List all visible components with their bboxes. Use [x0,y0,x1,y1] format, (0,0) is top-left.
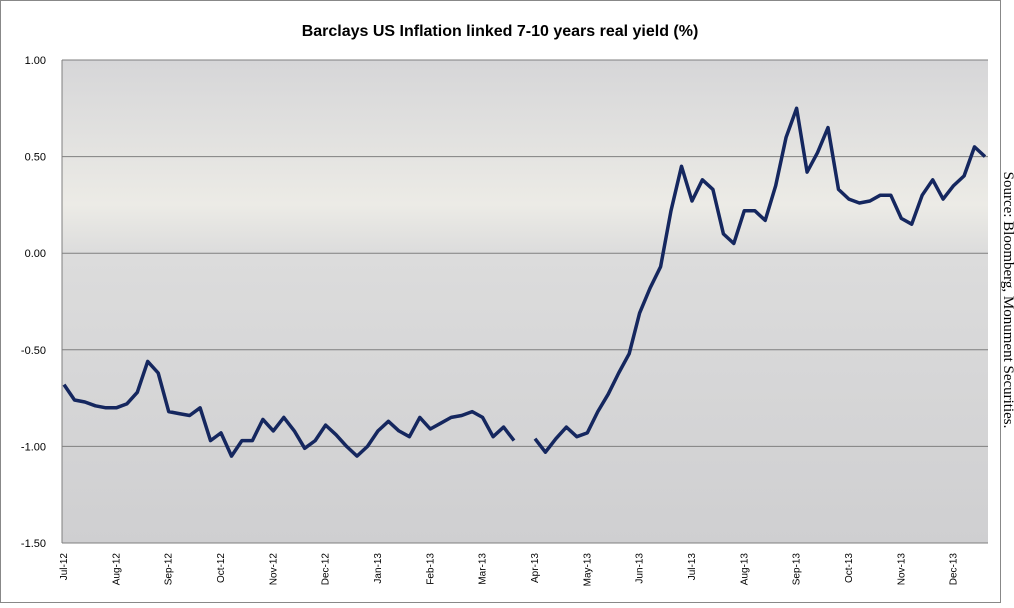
x-tick-label: Aug-12 [111,553,122,586]
x-tick-label: Sep-13 [792,553,803,586]
x-tick-label: Sep-12 [164,553,175,586]
data-line [62,106,987,458]
x-tick-label: Oct-13 [844,553,855,583]
x-tick-label: Apr-13 [530,553,541,583]
y-tick-label: -1.00 [21,441,46,453]
y-tick-label: -0.50 [21,345,46,357]
source-note: Source: Bloomberg, Monument Securities. [1000,172,1014,429]
x-tick-label: Oct-12 [216,553,227,583]
y-tick-label: 0.50 [25,152,46,164]
y-tick-label: 1.00 [25,55,46,67]
x-tick-label: Aug-13 [739,553,750,586]
x-tick-label: Jan-13 [373,553,384,584]
y-tick-label: -1.50 [21,538,46,550]
x-tick-label: Mar-13 [478,553,489,585]
x-tick-label: May-13 [582,553,593,587]
x-tick-label: Jun-13 [635,553,646,584]
x-tick-label: Dec-12 [321,553,332,586]
x-tick-label: Nov-12 [268,553,279,586]
x-tick-label: Jul-13 [687,553,698,581]
plot-background [62,60,988,543]
y-tick-label: 0.00 [25,248,46,260]
chart-title: Barclays US Inflation linked 7-10 years … [302,23,699,40]
x-tick-label: Jul-12 [59,553,70,581]
x-tick-label: Feb-13 [425,553,436,585]
x-tick-label: Nov-13 [896,553,907,586]
x-tick-label: Dec-13 [949,553,960,586]
